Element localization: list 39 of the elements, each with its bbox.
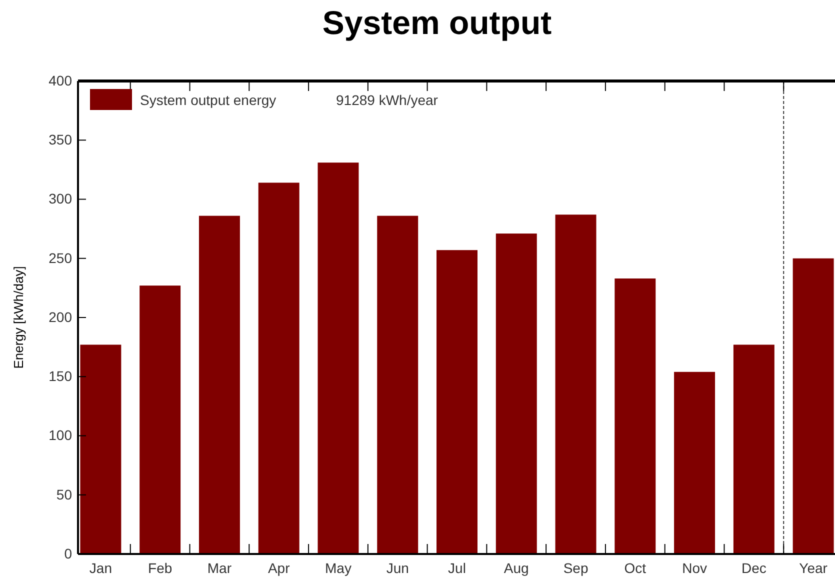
legend-label: System output energy xyxy=(140,92,276,108)
x-tick-label: Nov xyxy=(682,560,707,576)
x-tick-label: Mar xyxy=(207,560,232,576)
x-tick-label: Jul xyxy=(448,560,466,576)
y-tick-label: 350 xyxy=(48,132,72,148)
x-tick-label: Feb xyxy=(148,560,172,576)
bar xyxy=(377,216,418,554)
bar xyxy=(318,162,359,554)
x-tick-label: Apr xyxy=(268,560,290,576)
chart-title: System output xyxy=(322,4,552,41)
x-tick-label: Oct xyxy=(624,560,646,576)
y-tick-label: 400 xyxy=(48,72,72,88)
bar xyxy=(555,214,596,554)
x-tick-label: Sep xyxy=(563,560,588,576)
y-tick-label: 0 xyxy=(64,545,72,562)
y-tick-label: 50 xyxy=(56,486,72,502)
x-tick-label: Dec xyxy=(741,560,766,576)
x-tick-label: Year xyxy=(799,560,828,576)
bar xyxy=(198,216,240,554)
bar xyxy=(80,344,122,554)
bar xyxy=(258,182,300,554)
bar xyxy=(436,250,478,554)
bar xyxy=(140,286,181,554)
y-tick-label: 300 xyxy=(48,190,72,207)
x-tick-label: Jun xyxy=(386,560,409,576)
y-tick-label: 200 xyxy=(48,308,72,325)
x-tick-label: Jan xyxy=(89,560,112,576)
y-axis-title: Energy [kWh/day] xyxy=(11,266,26,369)
y-tick-label: 250 xyxy=(48,250,72,266)
bar xyxy=(496,234,537,554)
annotation: 91289 kWh/year xyxy=(336,92,438,108)
bar xyxy=(674,372,716,554)
bar xyxy=(614,278,656,554)
y-tick-label: 150 xyxy=(48,368,72,384)
x-tick-label: Aug xyxy=(504,560,529,576)
y-tick-label: 100 xyxy=(48,427,72,444)
x-tick-label: May xyxy=(325,560,352,576)
bar xyxy=(733,344,774,554)
bar xyxy=(792,258,834,554)
